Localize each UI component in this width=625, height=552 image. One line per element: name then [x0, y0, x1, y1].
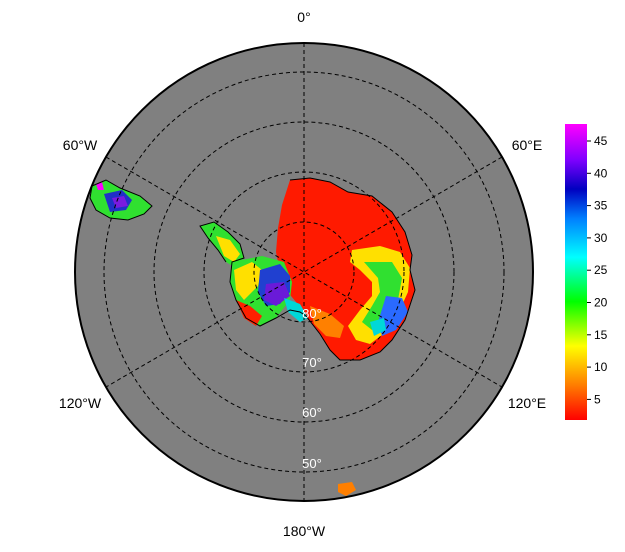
- lon-label-0: 0°: [297, 9, 310, 25]
- antarctica-ross-orange: [310, 306, 344, 338]
- lon-label-180w: 180°W: [283, 523, 326, 539]
- colorbar-tick-label: 20: [594, 296, 608, 310]
- south-america-magenta: [96, 182, 104, 190]
- meridian-60e-120w: [105, 156, 503, 388]
- antarctica-coast: [199, 177, 416, 361]
- map-border: [74, 42, 534, 502]
- lon-label-120w: 120°W: [59, 395, 102, 411]
- antarctica-west-red: [236, 300, 262, 326]
- lat-label-60: 60°: [302, 405, 322, 420]
- coastlines: [89, 177, 416, 361]
- lat-label-80: 80°: [302, 306, 322, 321]
- lon-label-120e: 120°E: [508, 395, 546, 411]
- colorbar-tick-label: 5: [594, 392, 601, 406]
- graticule: [103, 43, 505, 501]
- peninsula-yellow: [216, 236, 240, 262]
- south-america-coast: [89, 179, 153, 221]
- colorbar: 45 40 35 30 25 20 15 10 5: [565, 124, 608, 420]
- antarctica-east-green: [362, 262, 402, 330]
- new-zealand-island: [338, 482, 356, 496]
- antarctica-east-cyan: [370, 318, 386, 336]
- colorbar-tick-label: 35: [594, 199, 608, 213]
- lat-label-70: 70°: [302, 355, 322, 370]
- lat-label-50: 50°: [302, 456, 322, 471]
- colorbar-tick-label: 40: [594, 166, 608, 180]
- colorbar-tick-label: 10: [594, 360, 608, 374]
- colorbar-tick-label: 15: [594, 328, 608, 342]
- antarctica-east-blue: [378, 296, 408, 336]
- lat-circle-60: [153, 121, 455, 423]
- lon-label-60e: 60°E: [512, 137, 543, 153]
- colorbar-ticks: 45 40 35 30 25 20 15 10 5: [587, 134, 608, 406]
- lat-circle-50: [103, 71, 505, 473]
- colorbar-gradient: [565, 124, 587, 420]
- antarctica-west-purple: [264, 282, 290, 306]
- antarctica-landmass: [90, 178, 415, 496]
- colorbar-tick-label: 45: [594, 134, 608, 148]
- antarctica-west-cyan: [284, 298, 308, 322]
- lat-circle-80: [253, 221, 355, 323]
- antarctica-west-yellow: [234, 262, 262, 300]
- colorbar-tick-label: 30: [594, 231, 608, 245]
- colorbar-tick-label: 25: [594, 263, 608, 277]
- lon-label-60w: 60°W: [63, 137, 98, 153]
- meridian-60w-120e: [105, 156, 503, 388]
